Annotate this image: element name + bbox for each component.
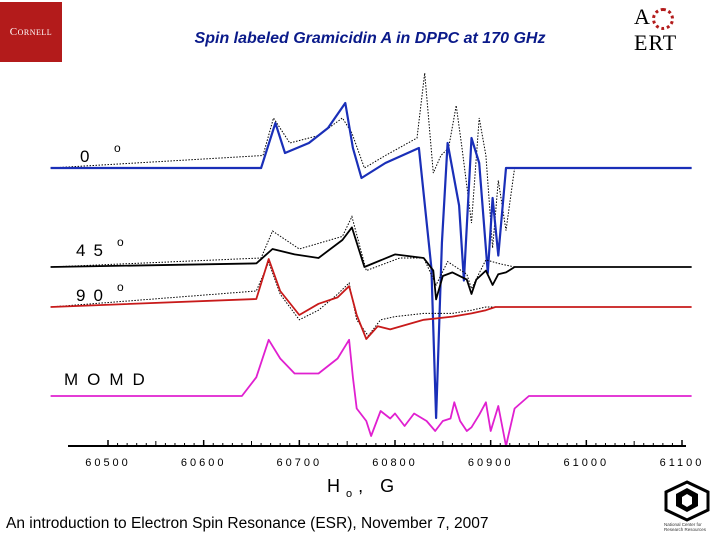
series-line-0 <box>50 101 692 420</box>
series-fit-2 <box>50 260 692 337</box>
series-fit-1 <box>50 215 692 290</box>
x-axis-ticks: 60500 60600 60700 60800 60900 61000 61100 <box>85 440 705 469</box>
x-tick-label: 60900 <box>468 457 514 469</box>
series-label-45-deg: 45 <box>76 241 111 260</box>
cornell-logo-text: Cornell <box>9 26 53 38</box>
x-tick-label: 61100 <box>660 457 705 469</box>
x-axis-label: Ho, G <box>327 476 400 500</box>
acert-logo: AERT <box>634 4 714 55</box>
series-line-3 <box>50 338 692 447</box>
acert-ring-icon <box>651 7 674 30</box>
cornell-logo: Cornell <box>0 2 62 62</box>
footer-caption: An introduction to Electron Spin Resonan… <box>6 515 489 532</box>
series-label-90-deg: 90 <box>76 286 111 305</box>
series-label-0-deg: 0 <box>80 147 97 166</box>
x-tick-label: 60600 <box>181 457 227 469</box>
series-fit-0 <box>50 72 692 249</box>
acert-logo-letters: ERT <box>634 30 678 55</box>
x-tick-label: 60700 <box>277 457 323 469</box>
ncrr-logo: National Center for Research Resources <box>656 478 718 538</box>
series-line-1 <box>50 226 692 301</box>
x-tick-label: 60500 <box>85 457 131 469</box>
series-line-2 <box>50 258 692 340</box>
series-label-90-deg-degree: o <box>117 280 124 294</box>
series-labels: 0 o 45 o 90 o MOMD <box>64 141 154 389</box>
ncrr-logo-text: National Center for Research Resources <box>664 522 707 532</box>
x-tick-label: 61000 <box>564 457 610 469</box>
x-tick-label: 60800 <box>372 457 418 469</box>
series-label-0-deg-degree: o <box>114 141 121 155</box>
acert-logo-letter: A <box>634 4 651 29</box>
slide-title: Spin labeled Gramicidin A in DPPC at 170… <box>194 30 546 47</box>
ncrr-emblem-icon <box>664 480 710 522</box>
series-label-45-deg-degree: o <box>117 235 124 249</box>
chart-traces <box>50 72 692 447</box>
series-label-momd: MOMD <box>64 370 154 389</box>
